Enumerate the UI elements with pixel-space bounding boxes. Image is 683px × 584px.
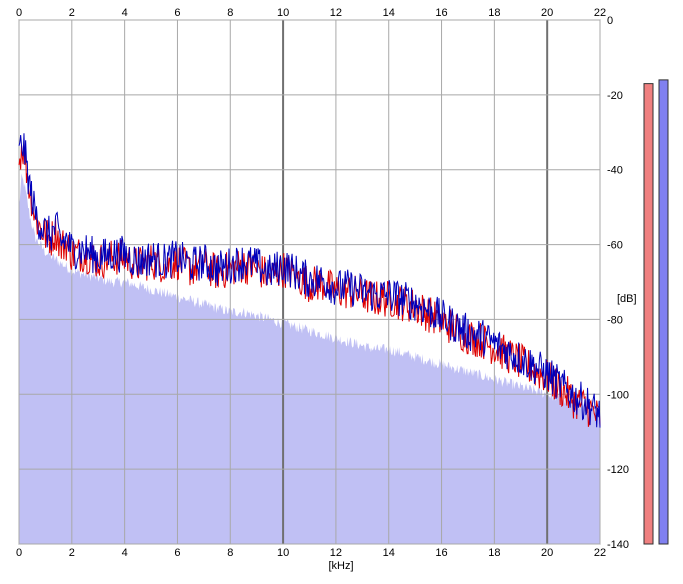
y-tick-label: -120 bbox=[607, 464, 629, 476]
x-axis-label: [kHz] bbox=[328, 560, 353, 572]
y-tick-label: -140 bbox=[607, 539, 629, 551]
x-tick-label-top: 12 bbox=[330, 7, 342, 19]
level-meter-right bbox=[658, 79, 669, 545]
x-tick-label-top: 2 bbox=[69, 7, 75, 19]
x-tick-label-top: 20 bbox=[541, 7, 553, 19]
x-tick-label-top: 6 bbox=[174, 7, 180, 19]
x-tick-label-top: 14 bbox=[383, 7, 395, 19]
level-meter-layer bbox=[643, 79, 669, 545]
x-tick-label-bottom: 12 bbox=[330, 547, 342, 559]
y-tick-label: -60 bbox=[607, 240, 623, 252]
x-tick-label-top: 10 bbox=[277, 7, 289, 19]
x-tick-label-bottom: 8 bbox=[227, 547, 233, 559]
x-tick-label-top: 16 bbox=[435, 7, 447, 19]
y-tick-label: -100 bbox=[607, 389, 629, 401]
x-tick-label-bottom: 2 bbox=[69, 547, 75, 559]
x-tick-label-top: 4 bbox=[122, 7, 128, 19]
area-fill-layer bbox=[19, 173, 600, 544]
x-tick-label-bottom: 0 bbox=[16, 547, 22, 559]
y-axis-label: [dB] bbox=[617, 293, 637, 305]
x-tick-label-top: 22 bbox=[594, 7, 606, 19]
x-tick-label-bottom: 22 bbox=[594, 547, 606, 559]
x-tick-label-top: 0 bbox=[16, 7, 22, 19]
spectrum-area bbox=[19, 173, 600, 544]
x-tick-label-bottom: 16 bbox=[435, 547, 447, 559]
y-tick-label: -80 bbox=[607, 314, 623, 326]
x-tick-label-bottom: 14 bbox=[383, 547, 395, 559]
y-tick-label: 0 bbox=[607, 15, 613, 27]
x-tick-label-bottom: 18 bbox=[488, 547, 500, 559]
x-tick-label-top: 8 bbox=[227, 7, 233, 19]
grid-layer bbox=[18, 19, 601, 545]
series-line-1 bbox=[18, 133, 601, 428]
x-tick-label-bottom: 20 bbox=[541, 547, 553, 559]
level-meter-left bbox=[643, 83, 654, 545]
y-tick-label: -20 bbox=[607, 90, 623, 102]
x-tick-label-bottom: 10 bbox=[277, 547, 289, 559]
x-tick-label-top: 18 bbox=[488, 7, 500, 19]
y-tick-label: -40 bbox=[607, 165, 623, 177]
x-tick-label-bottom: 6 bbox=[174, 547, 180, 559]
tick-label-layer: 002244668810101212141416161818202022220-… bbox=[16, 7, 629, 559]
series-layer bbox=[18, 133, 601, 428]
x-tick-label-bottom: 4 bbox=[122, 547, 128, 559]
